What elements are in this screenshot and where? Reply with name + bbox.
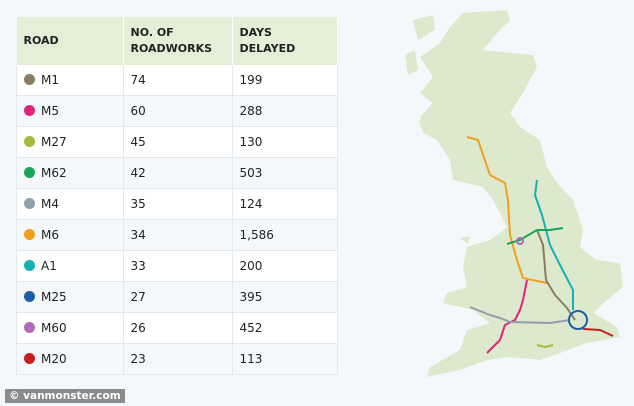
days-cell: 130 [232, 126, 338, 158]
roadworks-cell: 26 [123, 312, 233, 344]
road-cell: M27 [16, 126, 124, 158]
table-row: M4 35 124 [16, 188, 338, 220]
road-cell: M62 [16, 157, 124, 189]
road-name: M62 [41, 166, 67, 180]
road-a1 [534, 179, 574, 310]
road-m5 [486, 279, 528, 354]
road-color-dot [24, 105, 35, 116]
days-cell: 452 [232, 312, 338, 344]
road-name: M6 [41, 228, 59, 242]
road-color-dot [24, 353, 35, 364]
road-name: M27 [41, 135, 67, 149]
table-row: A1 33 200 [16, 250, 338, 282]
road-cell: M4 [16, 188, 124, 220]
road-color-dot [24, 167, 35, 178]
roadworks-cell: 45 [123, 126, 233, 158]
header-roadworks-label: NO. OF ROADWORKS [130, 25, 213, 56]
roadworks-cell: 34 [123, 219, 233, 251]
roadworks-table: ROAD NO. OF ROADWORKS DAYS DELAYED M1 74… [16, 17, 338, 375]
road-color-dot [24, 136, 35, 147]
roadworks-cell: 27 [123, 281, 233, 313]
road-m6 [466, 136, 548, 284]
credit-watermark: © vanmonster.com [5, 389, 125, 403]
island [405, 50, 418, 75]
table-row: M60 26 452 [16, 312, 338, 344]
days-cell: 113 [232, 343, 338, 375]
road-cell: A1 [16, 250, 124, 282]
road-color-dot [24, 322, 35, 333]
road-name: M60 [41, 321, 67, 335]
table-row: M20 23 113 [16, 343, 338, 375]
table-row: M6 34 1,586 [16, 219, 338, 251]
road-name: M4 [41, 197, 59, 211]
table-row: M5 60 288 [16, 95, 338, 127]
roadworks-cell: 74 [123, 65, 233, 96]
road-m20 [582, 328, 614, 337]
roadworks-cell: 35 [123, 188, 233, 220]
roadworks-cell: 23 [123, 343, 233, 375]
road-name: M1 [41, 73, 59, 87]
uk-landmass [420, 10, 623, 377]
days-cell: 503 [232, 157, 338, 189]
table-row: M1 74 199 [16, 65, 338, 96]
roadworks-cell: 33 [123, 250, 233, 282]
road-name: M25 [41, 290, 67, 304]
road-color-dot [24, 229, 35, 240]
road-color-dot [24, 74, 35, 85]
road-cell: M20 [16, 343, 124, 375]
road-cell: M5 [16, 95, 124, 127]
days-cell: 1,586 [232, 219, 338, 251]
road-cell: M6 [16, 219, 124, 251]
road-m62 [506, 227, 564, 245]
island [460, 236, 470, 244]
roadworks-cell: 60 [123, 95, 233, 127]
days-cell: 200 [232, 250, 338, 282]
road-cell: M25 [16, 281, 124, 313]
road-m4 [469, 306, 571, 324]
days-cell: 199 [232, 65, 338, 96]
road-m1 [536, 229, 576, 321]
road-color-dot [24, 198, 35, 209]
road-cell: M1 [16, 65, 124, 96]
table-row: M25 27 395 [16, 281, 338, 313]
road-cell: M60 [16, 312, 124, 344]
header-days: DAYS DELAYED [232, 17, 338, 65]
header-road: ROAD [16, 17, 124, 65]
days-cell: 124 [232, 188, 338, 220]
island [418, 120, 430, 135]
road-name: M20 [41, 352, 67, 366]
road-color-dot [24, 291, 35, 302]
table-row: M27 45 130 [16, 126, 338, 158]
road-m60 [516, 237, 524, 245]
road-name: A1 [41, 259, 57, 273]
road-m25 [568, 310, 588, 330]
days-cell: 395 [232, 281, 338, 313]
days-cell: 288 [232, 95, 338, 127]
road-m27 [536, 344, 554, 348]
road-name: M5 [41, 104, 59, 118]
roadworks-cell: 42 [123, 157, 233, 189]
island [413, 15, 435, 40]
table-row: M62 42 503 [16, 157, 338, 189]
road-color-dot [24, 260, 35, 271]
header-roadworks: NO. OF ROADWORKS [123, 17, 233, 65]
